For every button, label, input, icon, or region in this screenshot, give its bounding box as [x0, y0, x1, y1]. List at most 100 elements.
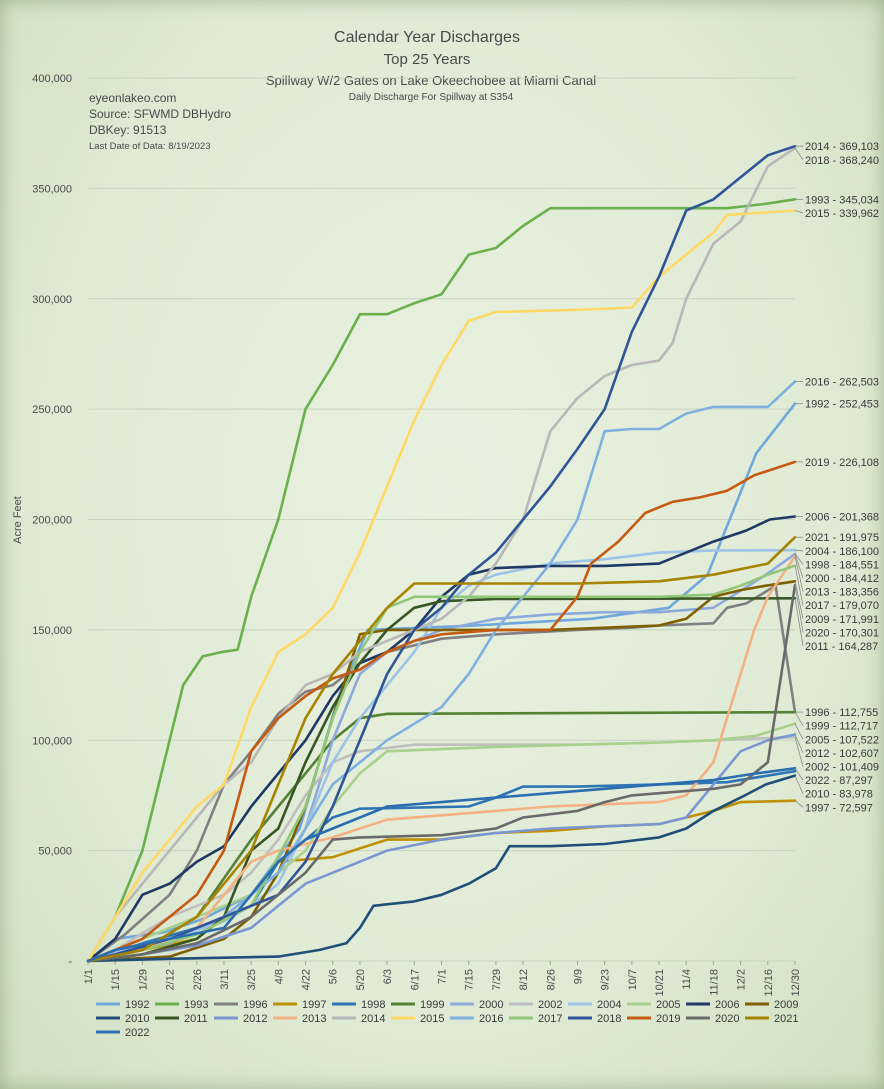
x-tick-label: 4/8 — [273, 969, 285, 984]
legend-label-2022: 2022 — [125, 1027, 149, 1039]
x-tick-label: 1/29 — [137, 969, 149, 990]
end-label: 2020 - 170,301 — [805, 627, 879, 639]
x-tick-label: 2/26 — [192, 969, 204, 990]
series-line-1996 — [86, 584, 797, 963]
x-tick-label: 2/12 — [165, 969, 177, 990]
x-tick-label: 9/23 — [600, 969, 612, 990]
chart-title: Calendar Year Discharges — [334, 29, 520, 46]
legend-label-2017: 2017 — [538, 1013, 562, 1025]
y-axis-ticks: - 50,000 100,000 150,000 200,000 250,000 300,0… — [32, 73, 72, 968]
x-tick-label: 12/30 — [790, 969, 802, 997]
end-label-leader — [794, 711, 804, 726]
series-line-2011 — [86, 596, 797, 963]
end-label-leader — [794, 584, 804, 633]
y-tick-label: 300,000 — [32, 294, 72, 306]
chart-subtitle-3: Daily Discharge For Spillway at S354 — [349, 92, 514, 103]
series-line-1993 — [86, 198, 797, 963]
info-line-last-date: Last Date of Data: 8/19/2023 — [89, 141, 210, 152]
end-label: 2000 - 184,412 — [805, 573, 879, 585]
series-line-2022 — [86, 766, 797, 963]
end-label: 2022 - 87,297 — [805, 775, 873, 787]
end-label: 1998 - 184,551 — [805, 559, 879, 571]
legend-label-2012: 2012 — [243, 1013, 267, 1025]
y-tick-label: 50,000 — [38, 846, 72, 858]
end-label-leader — [794, 553, 804, 565]
info-line-site: eyeonlakeo.com — [89, 91, 176, 105]
chart-subtitle: Top 25 Years — [384, 51, 471, 68]
end-label: 2018 - 368,240 — [805, 155, 879, 167]
x-tick-label: 6/3 — [382, 969, 394, 984]
end-label: 1992 - 252,453 — [805, 399, 879, 411]
legend-label-1997: 1997 — [302, 999, 326, 1011]
legend-label-2020: 2020 — [715, 1013, 739, 1025]
legend-label-2011: 2011 — [184, 1013, 208, 1025]
end-label: 2006 - 201,368 — [805, 511, 879, 523]
series-line-2021 — [86, 535, 797, 963]
x-tick-label: 4/22 — [301, 969, 313, 990]
x-tick-label: 1/1 — [83, 969, 95, 984]
x-tick-label: 11/4 — [681, 969, 693, 990]
end-label-leader — [794, 556, 804, 592]
end-label-leader — [794, 723, 804, 740]
x-tick-label: 7/1 — [437, 969, 449, 984]
x-axis-ticks: 1/1 1/15 1/29 2/12 2/26 3/11 3/25 4/8 4/22 5/6 5/2… — [83, 961, 802, 997]
legend-label-2000: 2000 — [479, 999, 503, 1011]
end-label-leader — [794, 734, 804, 754]
x-tick-label: 12/16 — [763, 969, 775, 997]
x-tick-label: 7/29 — [491, 969, 503, 990]
end-label: 2014 - 369,103 — [805, 141, 879, 153]
legend-label-2019: 2019 — [656, 1013, 680, 1025]
end-label: 2019 - 226,108 — [805, 457, 879, 469]
x-tick-label: 10/21 — [654, 969, 666, 997]
legend-label-2015: 2015 — [420, 1013, 444, 1025]
end-label-leader — [794, 775, 804, 794]
legend-label-1998: 1998 — [361, 999, 385, 1011]
end-label-leader — [794, 768, 804, 781]
legend: 1992 1993 1996 1997 1998 1999 2000 2002 2004 2005… — [96, 999, 798, 1039]
info-line-dbkey: DBKey: 91513 — [89, 123, 167, 137]
end-label: 1996 - 112,755 — [805, 707, 878, 719]
end-label-leader — [794, 565, 804, 606]
end-label: 2010 - 83,978 — [805, 789, 873, 801]
legend-label-2010: 2010 — [125, 1013, 149, 1025]
series-line-2004 — [86, 548, 797, 963]
y-tick-label: 350,000 — [32, 183, 72, 195]
legend-label-1993: 1993 — [184, 999, 208, 1011]
series-line-1997 — [86, 799, 797, 963]
legend-label-2013: 2013 — [302, 1013, 326, 1025]
end-label: 2005 - 107,522 — [805, 734, 879, 746]
end-label: 2017 - 179,070 — [805, 600, 879, 612]
x-tick-label: 1/15 — [110, 969, 122, 990]
end-label: 2002 - 101,409 — [805, 761, 879, 773]
y-tick-label: - — [68, 956, 72, 968]
end-label-leader — [794, 147, 804, 161]
y-tick-label: 150,000 — [32, 625, 72, 637]
end-label-leader — [794, 737, 804, 767]
end-label-leader — [794, 598, 804, 647]
gridlines — [88, 77, 795, 962]
x-tick-label: 6/17 — [409, 969, 421, 990]
series-line-2010 — [86, 774, 797, 963]
legend-label-2021: 2021 — [774, 1013, 798, 1025]
series-line-2019 — [86, 460, 797, 963]
end-label: 2015 - 339,962 — [805, 208, 879, 220]
series-line-2014 — [86, 146, 797, 963]
end-label: 2012 - 102,607 — [805, 748, 879, 760]
end-label: 1999 - 112,717 — [805, 721, 878, 733]
end-label: 2004 - 186,100 — [805, 546, 879, 558]
end-label: 2013 - 183,356 — [805, 587, 879, 599]
x-tick-label: 7/15 — [464, 969, 476, 990]
end-label-leader — [794, 549, 804, 552]
end-label: 1997 - 72,597 — [805, 802, 873, 814]
legend-label-2005: 2005 — [656, 999, 680, 1011]
y-axis-label: Acre Feet — [12, 496, 24, 544]
end-label: 2016 - 262,503 — [805, 377, 879, 389]
series-line-1992 — [86, 402, 797, 963]
series-lines — [86, 144, 797, 963]
series-line-2020 — [86, 583, 797, 963]
x-tick-label: 5/6 — [328, 969, 340, 984]
legend-label-2014: 2014 — [361, 1013, 385, 1025]
legend-label-1992: 1992 — [125, 999, 149, 1011]
